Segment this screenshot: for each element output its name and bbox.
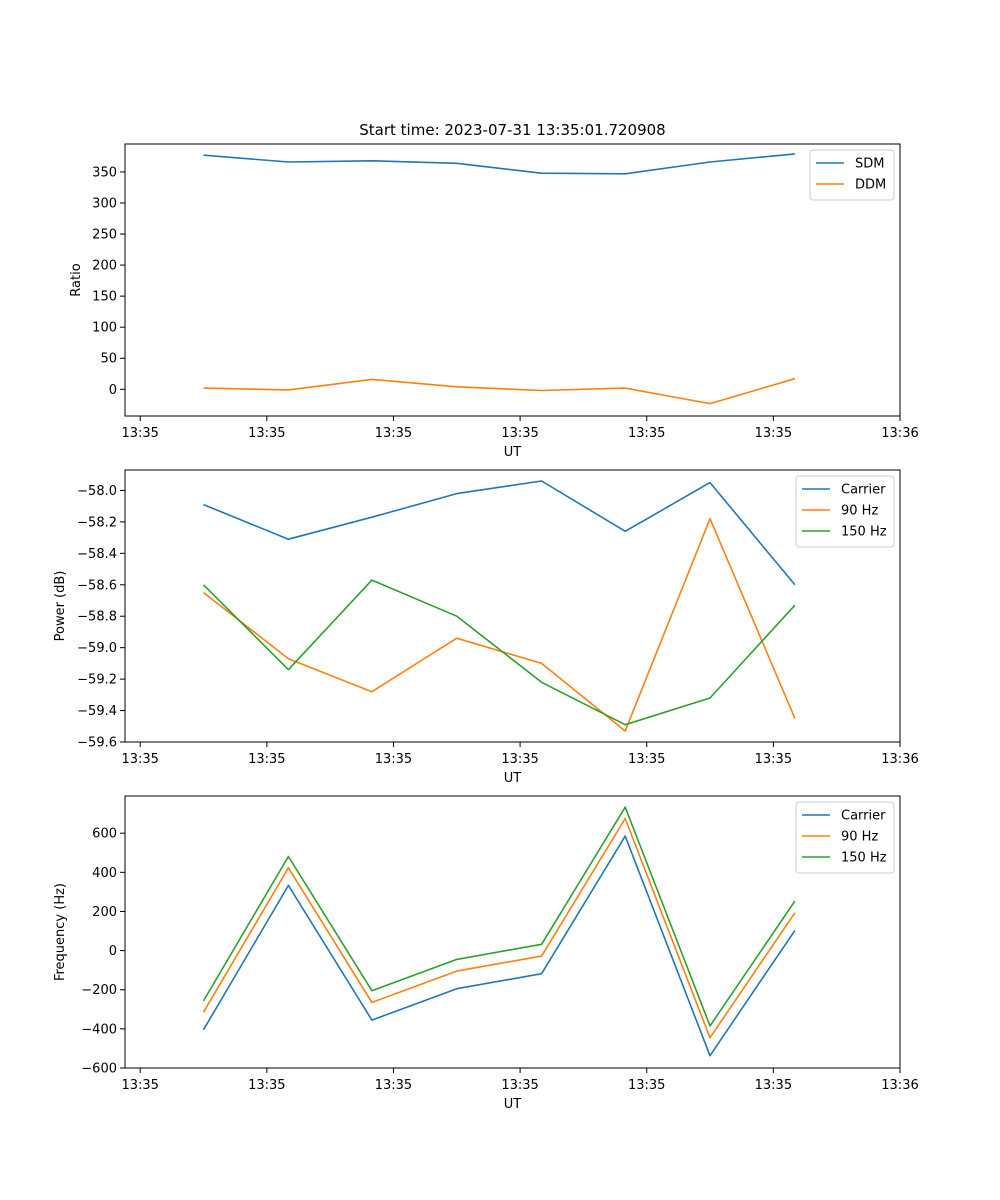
figure-title: Start time: 2023-07-31 13:35:01.720908	[359, 121, 665, 139]
y-tick-label: 350	[92, 165, 117, 180]
legend: Carrier 90 Hz 150 Hz	[795, 475, 895, 548]
x-tick-label: 13:36	[881, 752, 918, 767]
y-tick-label: −58.4	[77, 547, 117, 562]
series-line-ddm	[203, 377, 796, 405]
x-tick-label: 13:36	[881, 426, 918, 441]
legend-label: Carrier	[841, 809, 886, 824]
legend: SDM DDM	[809, 149, 895, 201]
y-tick-label: 200	[92, 259, 117, 274]
x-tick-label: 13:35	[628, 1078, 665, 1093]
y-tick-label: 300	[92, 196, 117, 211]
y-tick-label: −200	[81, 983, 117, 998]
y-tick-label: 400	[92, 866, 117, 881]
legend-label: DDM	[855, 178, 886, 193]
x-tick-label: 13:35	[628, 752, 665, 767]
x-tick-label: 13:35	[755, 426, 792, 441]
y-tick-label: 250	[92, 228, 117, 243]
y-tick-label: 0	[109, 944, 117, 959]
x-tick-label: 13:35	[248, 752, 285, 767]
subplot-2: 13:35 13:35 13:35 13:35 13:35 13:35 13:36 −59.6…	[53, 469, 919, 786]
legend-box	[795, 801, 895, 874]
x-tick-label: 13:35	[501, 1078, 538, 1093]
x-tick-label: 13:35	[375, 752, 412, 767]
x-axis-label: UT	[504, 1097, 522, 1112]
y-axis-label: Frequency (Hz)	[53, 883, 68, 981]
y-tick-label: −59.4	[77, 704, 117, 719]
x-tick-label: 13:35	[628, 426, 665, 441]
series-line-150-hz	[202, 806, 796, 1027]
y-tick-label: 100	[92, 321, 117, 336]
legend-label: SDM	[855, 157, 884, 172]
series-line-sdm	[203, 153, 795, 175]
x-tick-label: 13:35	[501, 752, 538, 767]
x-tick-label: 13:35	[375, 1078, 412, 1093]
y-tick-label: 200	[92, 905, 117, 920]
legend-label: Carrier	[841, 483, 886, 498]
legend-label: 90 Hz	[841, 830, 878, 845]
axes-frame	[124, 469, 901, 743]
y-tick-label: −59.2	[77, 673, 117, 688]
x-tick-label: 13:35	[121, 1078, 158, 1093]
y-tick-label: −58.0	[77, 484, 117, 499]
y-tick-label: −600	[81, 1062, 117, 1077]
legend-label: 150 Hz	[841, 851, 887, 866]
y-tick-label: 150	[92, 290, 117, 305]
x-axis-label: UT	[504, 771, 522, 786]
y-tick-label: −400	[81, 1022, 117, 1037]
x-tick-label: 13:35	[755, 1078, 792, 1093]
legend-label: 150 Hz	[841, 525, 887, 540]
subplot-3: 13:35 13:35 13:35 13:35 13:35 13:35 13:36 −600 −…	[53, 795, 919, 1112]
subplot-1: 13:35 13:35 13:35 13:35 13:35 13:35 13:36 0 50 10…	[69, 143, 919, 460]
series-line-150-hz	[202, 579, 796, 726]
x-tick-label: 13:35	[375, 426, 412, 441]
y-tick-label: 600	[92, 827, 117, 842]
series-line-carrier	[202, 835, 796, 1057]
y-tick-label: −59.6	[77, 736, 117, 751]
series-line-90-hz	[202, 817, 796, 1039]
y-tick-label: 0	[109, 383, 117, 398]
x-axis-label: UT	[504, 445, 522, 460]
x-tick-label: 13:35	[755, 752, 792, 767]
y-tick-label: −58.2	[77, 515, 117, 530]
y-axis-label: Ratio	[69, 263, 84, 296]
legend-box	[795, 475, 895, 548]
series-line-carrier	[203, 480, 796, 586]
legend-label: 90 Hz	[841, 504, 878, 519]
y-axis-label: Power (dB)	[53, 571, 68, 642]
x-tick-label: 13:35	[121, 752, 158, 767]
x-tick-label: 13:35	[501, 426, 538, 441]
x-tick-label: 13:35	[121, 426, 158, 441]
y-tick-label: −59.0	[77, 641, 117, 656]
y-tick-label: −58.6	[77, 578, 117, 593]
y-tick-label: 50	[100, 352, 117, 367]
axes-frame	[124, 795, 901, 1069]
series-line-90-hz	[203, 517, 796, 732]
x-tick-label: 13:36	[881, 1078, 918, 1093]
x-tick-label: 13:35	[248, 1078, 285, 1093]
x-tick-label: 13:35	[248, 426, 285, 441]
plots: 13:35 13:35 13:35 13:35 13:35 13:35 13:36 0 50 10…	[53, 143, 919, 1112]
legend: Carrier 90 Hz 150 Hz	[795, 801, 895, 874]
y-tick-label: −58.8	[77, 610, 117, 625]
axes-frame	[124, 143, 901, 417]
